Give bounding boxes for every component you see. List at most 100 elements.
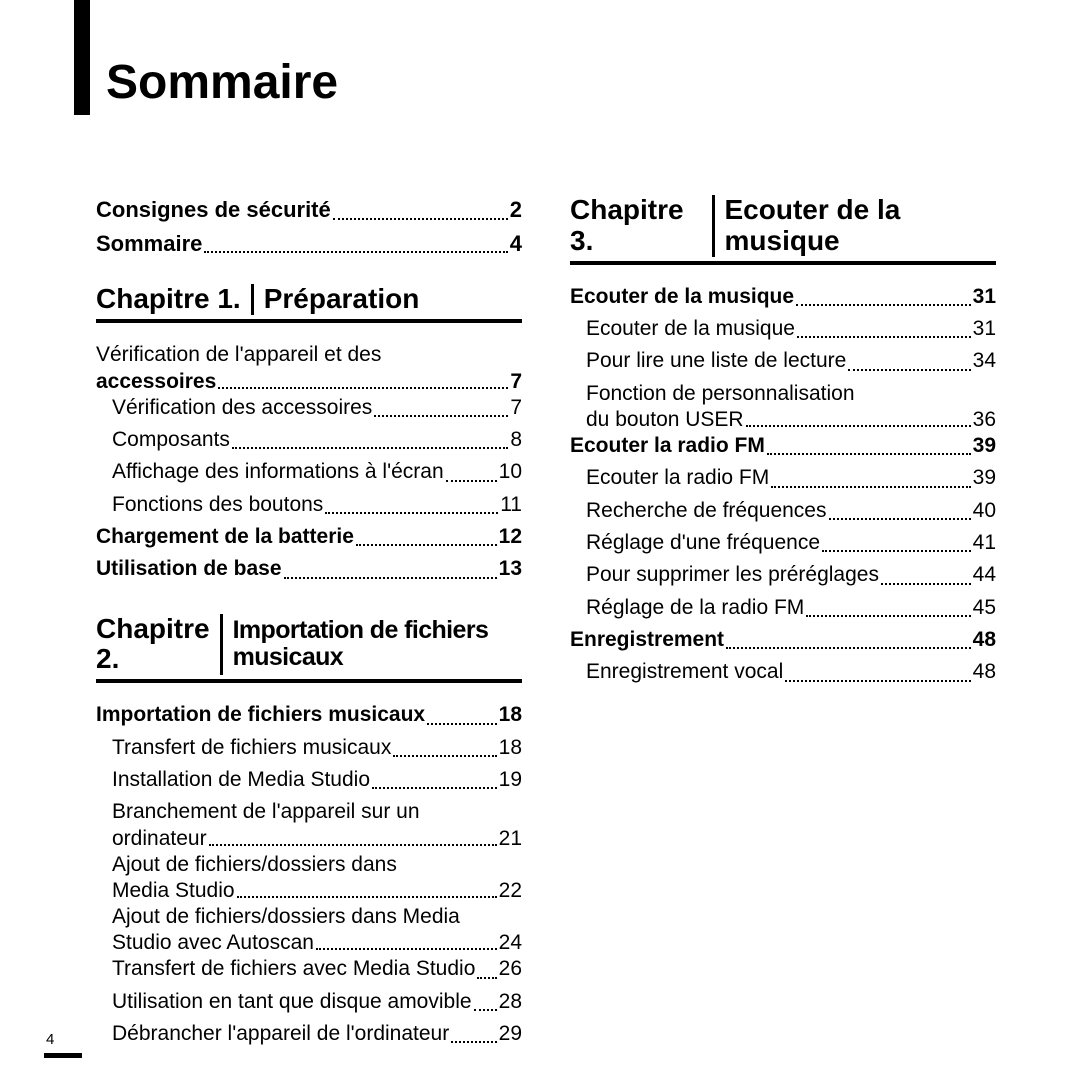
leader-dots <box>829 518 971 520</box>
toc-page: 2 <box>510 195 522 225</box>
toc-page: 44 <box>973 561 996 589</box>
toc-entry: Transfert de fichiers musicaux 18 <box>96 734 522 762</box>
toc-label: accessoires <box>96 370 216 394</box>
leader-dots <box>284 577 497 579</box>
toc-page: 48 <box>973 658 996 686</box>
toc-label: Branchement de l'appareil sur un <box>112 798 522 826</box>
column-right: Chapitre 3. Ecouter de la musique Ecoute… <box>570 195 996 1052</box>
chapter-number: Chapitre 3. <box>570 195 715 257</box>
toc-entry: Enregistrement vocal 48 <box>570 658 996 686</box>
toc-page: 8 <box>510 426 522 454</box>
toc-label: Transfert de fichiers musicaux <box>112 734 391 762</box>
leader-dots <box>848 369 970 371</box>
leader-dots <box>771 486 970 488</box>
toc-label: Réglage de la radio FM <box>586 594 804 622</box>
leader-dots <box>806 615 970 617</box>
toc-entry: Vérification de l'appareil et desaccesso… <box>96 341 522 393</box>
toc-label: Consignes de sécurité <box>96 195 331 225</box>
toc-label: Utilisation en tant que disque amovible <box>112 988 472 1016</box>
chapter-rule <box>570 261 996 265</box>
toc-page: 26 <box>499 955 522 983</box>
toc-label: Pour lire une liste de lecture <box>586 347 846 375</box>
leader-dots <box>446 480 497 482</box>
chapter-title: Préparation <box>264 284 420 315</box>
toc-page: 36 <box>973 408 996 432</box>
preamble-list: Consignes de sécurité 2 Sommaire 4 <box>96 195 522 258</box>
toc-page: 7 <box>510 394 522 422</box>
leader-dots <box>796 304 971 306</box>
toc-entry: Fonction de personnalisationdu bouton US… <box>570 380 996 432</box>
toc-page: 41 <box>973 529 996 557</box>
toc-page: 12 <box>499 523 522 551</box>
leader-dots <box>474 1009 497 1011</box>
toc-entry: Débrancher l'appareil de l'ordinateur29 <box>96 1020 522 1048</box>
leader-dots <box>785 680 970 682</box>
toc-entry: Pour supprimer les préréglages 44 <box>570 561 996 589</box>
toc-entry: Réglage de la radio FM45 <box>570 594 996 622</box>
toc-label: Sommaire <box>96 229 202 259</box>
leader-dots <box>797 336 971 338</box>
chapter-2: Chapitre 2. Importation de fichiers musi… <box>96 614 522 684</box>
chapter-1-list: Vérification de l'appareil et desaccesso… <box>96 341 522 583</box>
chapter-2-list: Importation de fichiers musicaux18Transf… <box>96 701 522 1048</box>
title-block: Sommaire <box>74 55 996 115</box>
toc-page: 31 <box>973 283 996 311</box>
leader-dots <box>726 647 971 649</box>
toc-label: Vérification des accessoires <box>112 394 372 422</box>
leader-dots <box>209 844 497 846</box>
chapter-rule <box>96 679 522 683</box>
leader-dots <box>427 723 497 725</box>
toc-label: Débrancher l'appareil de l'ordinateur <box>112 1020 449 1048</box>
leader-dots <box>374 415 508 417</box>
toc-page: 24 <box>499 931 522 955</box>
toc-page: 48 <box>973 626 996 654</box>
leader-dots <box>746 425 971 427</box>
toc-label: Ecouter la radio FM <box>570 432 765 460</box>
toc-entry: Enregistrement48 <box>570 626 996 654</box>
title-bar <box>74 0 90 115</box>
toc-page: 13 <box>499 555 522 583</box>
toc-label: Importation de fichiers musicaux <box>96 701 425 729</box>
toc-row: Media Studio22 <box>112 879 522 903</box>
toc-entry: Ecouter la radio FM39 <box>570 432 996 460</box>
toc-label: Transfert de fichiers avec Media Studio <box>112 955 475 983</box>
toc-entry: Réglage d'une fréquence41 <box>570 529 996 557</box>
toc-label: Ecouter de la musique <box>586 315 795 343</box>
toc-label: ordinateur <box>112 827 207 851</box>
chapter-number: Chapitre 1. <box>96 284 254 315</box>
toc-label: Ajout de fichiers/dossiers dans Media <box>112 903 522 931</box>
leader-dots <box>372 787 497 789</box>
chapter-head: Chapitre 3. Ecouter de la musique <box>570 195 996 257</box>
toc-label: Enregistrement vocal <box>586 658 783 686</box>
toc-entry: Ecouter de la musique31 <box>570 283 996 311</box>
toc-page: 21 <box>499 827 522 851</box>
toc-label: Chargement de la batterie <box>96 523 354 551</box>
toc-page: 31 <box>973 315 996 343</box>
toc-label: Installation de Media Studio <box>112 766 370 794</box>
toc-label: Fonction de personnalisation <box>586 380 996 408</box>
leader-dots <box>237 896 497 898</box>
toc-entry: Transfert de fichiers avec Media Studio 2… <box>96 955 522 983</box>
toc-label: Ecouter la radio FM <box>586 464 769 492</box>
toc-label: Pour supprimer les préréglages <box>586 561 879 589</box>
toc-page: 4 <box>510 229 522 259</box>
toc-entry: Composants8 <box>96 426 522 454</box>
page-number-bar <box>44 1053 82 1058</box>
toc-page: 18 <box>499 734 522 762</box>
leader-dots <box>451 1041 496 1043</box>
toc-page: 10 <box>499 458 522 486</box>
chapter-3: Chapitre 3. Ecouter de la musique <box>570 195 996 265</box>
toc-row: du bouton USER36 <box>586 408 996 432</box>
toc-entry: Installation de Media Studio19 <box>96 766 522 794</box>
toc-label: Recherche de fréquences <box>586 497 827 525</box>
page: Sommaire Consignes de sécurité 2 Sommaire 4… <box>0 0 1080 1080</box>
chapter-title: Ecouter de la musique <box>725 195 997 257</box>
leader-dots <box>232 447 508 449</box>
chapter-head: Chapitre 2. Importation de fichiers musi… <box>96 614 522 676</box>
toc-page: 11 <box>500 491 522 519</box>
leader-dots <box>881 583 971 585</box>
toc-label: Utilisation de base <box>96 555 282 583</box>
chapter-3-list: Ecouter de la musique31Ecouter de la mus… <box>570 283 996 687</box>
page-title: Sommaire <box>106 55 338 115</box>
chapter-1: Chapitre 1. Préparation <box>96 284 522 323</box>
